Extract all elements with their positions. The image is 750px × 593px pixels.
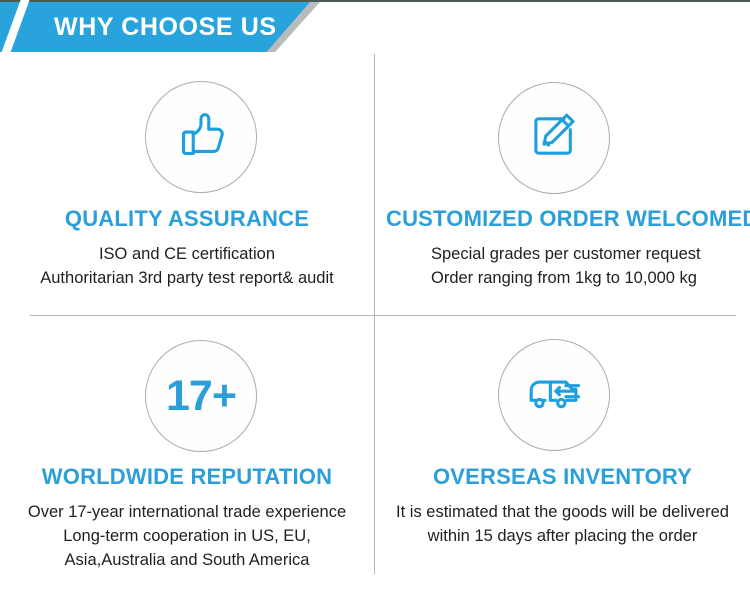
feature-grid: QUALITY ASSURANCE ISO and CE certificati…	[0, 54, 750, 593]
vertical-divider	[374, 54, 375, 574]
feature-body: Over 17-year international trade experie…	[0, 500, 374, 572]
feature-body-line: Special grades per customer request	[431, 245, 701, 263]
years-badge: 17+	[166, 371, 237, 420]
thumbs-up-icon	[170, 104, 232, 171]
feature-card-worldwide-reputation: 17+ WORLDWIDE REPUTATION Over 17-year in…	[0, 316, 374, 593]
horizontal-divider	[30, 315, 736, 316]
banner: WHY CHOOSE US	[0, 0, 400, 60]
feature-headline: QUALITY ASSURANCE	[64, 206, 310, 231]
feature-headline: OVERSEAS INVENTORY	[432, 464, 693, 489]
feature-card-customized-order: CUSTOMIZED ORDER WELCOMED Special grades…	[375, 54, 750, 315]
feature-body: ISO and CE certification Authoritarian 3…	[0, 242, 374, 290]
feature-body-line: Long-term cooperation in US, EU,	[63, 527, 311, 545]
feature-body: Special grades per customer request Orde…	[431, 242, 701, 290]
feature-headline: CUSTOMIZED ORDER WELCOMED	[386, 206, 750, 231]
feature-body-line: Order ranging from 1kg to 10,000 kg	[431, 269, 697, 287]
delivery-truck-icon	[523, 362, 585, 429]
icon-circle: 17+	[145, 340, 257, 452]
feature-body-line: ISO and CE certification	[98, 245, 276, 263]
feature-body-line: Authoritarian 3rd party test report& aud…	[40, 269, 334, 287]
edit-pencil-square-icon	[525, 107, 583, 170]
feature-body-line: within 15 days after placing the order	[427, 527, 698, 545]
feature-body-line: Over 17-year international trade experie…	[27, 503, 347, 521]
feature-card-overseas-inventory: OVERSEAS INVENTORY It is estimated that …	[375, 316, 750, 593]
banner-background	[0, 2, 310, 52]
icon-circle	[498, 339, 610, 451]
icon-circle	[145, 81, 257, 193]
feature-body-line: It is estimated that the goods will be d…	[396, 503, 729, 521]
feature-body-line: Asia,Australia and South America	[64, 551, 310, 569]
feature-card-quality-assurance: QUALITY ASSURANCE ISO and CE certificati…	[0, 54, 374, 315]
page-title: WHY CHOOSE US	[54, 13, 277, 41]
feature-headline: WORLDWIDE REPUTATION	[41, 464, 333, 489]
icon-circle	[498, 82, 610, 194]
feature-body: It is estimated that the goods will be d…	[375, 500, 750, 548]
